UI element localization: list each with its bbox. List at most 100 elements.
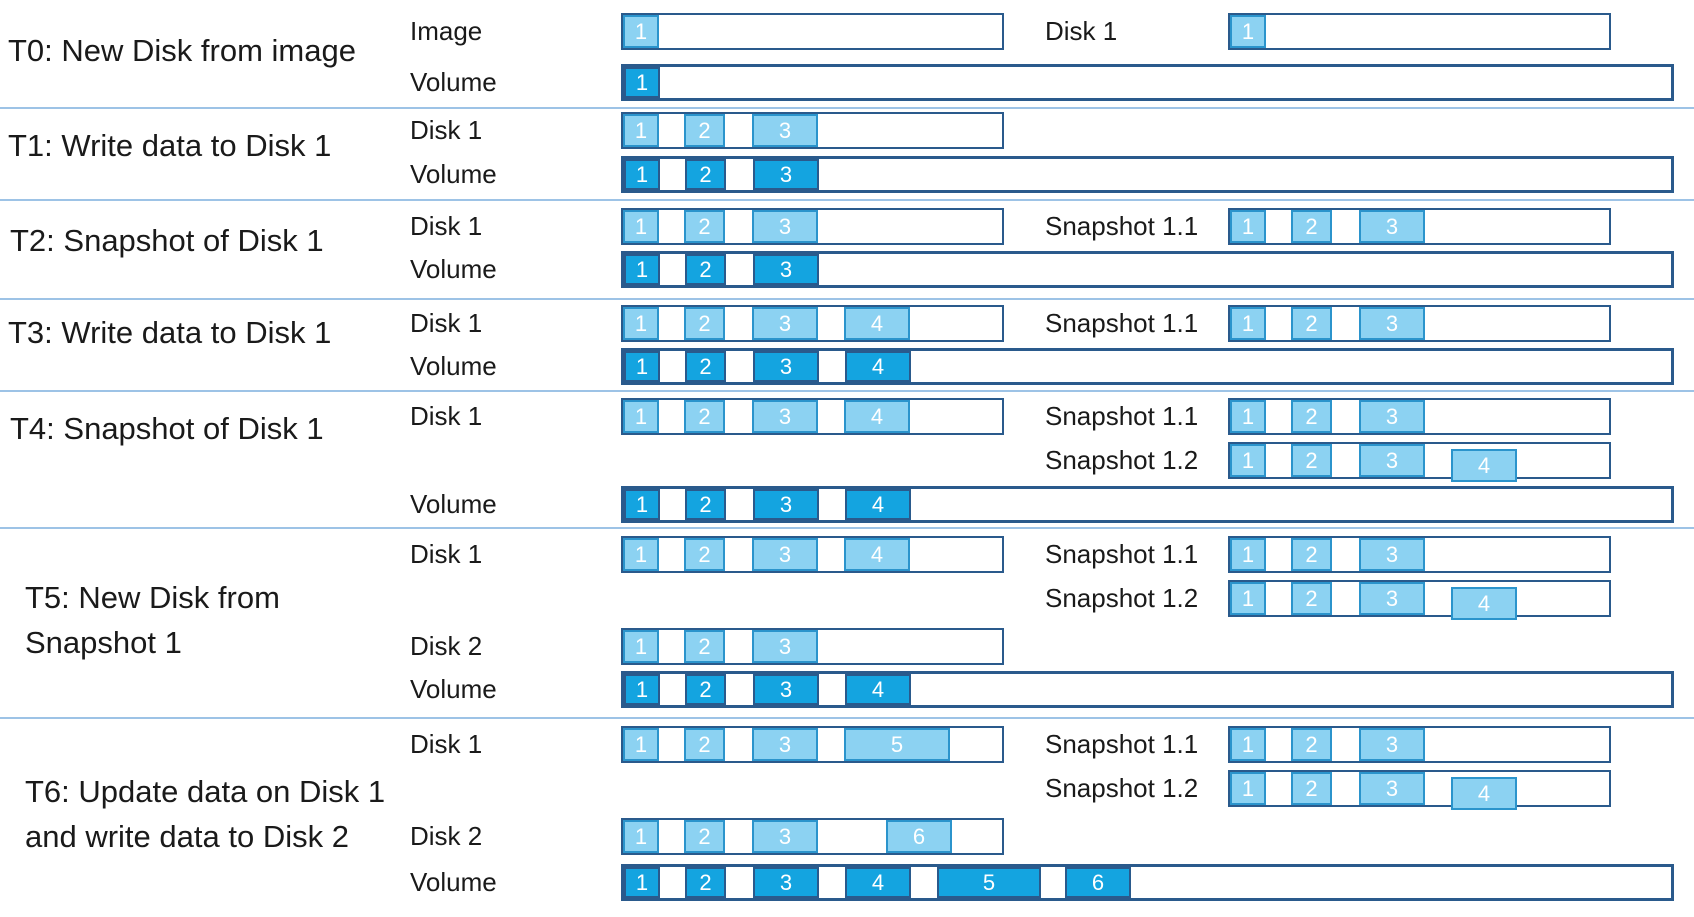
data-block-1: 1: [1230, 400, 1266, 433]
data-block-2: 2: [1291, 307, 1332, 340]
data-block-4: 4: [845, 351, 911, 382]
data-block-1: 1: [624, 489, 660, 520]
row-separator: [0, 107, 1694, 109]
data-block-1: 1: [623, 210, 659, 243]
data-block-2: 2: [684, 307, 725, 340]
data-block-3: 3: [752, 728, 818, 761]
data-block-2: 2: [684, 630, 725, 663]
row-t4-title-line: T4: Snapshot of Disk 1: [10, 411, 324, 446]
snapshot-1-2-label: Snapshot 1.2: [1045, 583, 1199, 613]
row-separator: [0, 527, 1694, 529]
data-block-4: 4: [845, 674, 911, 705]
volume-label: Volume: [410, 159, 497, 189]
snapshot-1-1-label: Snapshot 1.1: [1045, 729, 1199, 759]
data-block-1: 1: [623, 630, 659, 663]
data-block-6: 6: [886, 820, 952, 853]
snapshot-1-1-label: Snapshot 1.1: [1045, 539, 1199, 569]
data-block-3: 3: [752, 538, 818, 571]
data-block-2: 2: [684, 728, 725, 761]
data-block-3: 3: [752, 820, 818, 853]
data-block-1: 1: [623, 820, 659, 853]
data-block-3: 3: [753, 351, 819, 382]
data-block-3: 3: [753, 867, 819, 898]
row-t2-title: T2: Snapshot of Disk 1: [10, 218, 324, 263]
data-block-3: 3: [1359, 538, 1425, 571]
volume-label: Volume: [410, 351, 497, 381]
volume-label: Volume: [410, 867, 497, 897]
disk-1-label: Disk 1: [410, 729, 483, 759]
row-t3-title: T3: Write data to Disk 1: [8, 310, 331, 355]
data-block-1: 1: [623, 400, 659, 433]
data-block-4: 4: [845, 489, 911, 520]
disk-1-label: Disk 1: [410, 401, 483, 431]
data-block-2: 2: [1291, 444, 1332, 477]
row-t1-title-line: T1: Write data to Disk 1: [8, 128, 332, 163]
row-t6-title-line: and write data to Disk 2: [25, 819, 349, 854]
data-block-2: 2: [1291, 582, 1332, 615]
data-block-2: 2: [685, 351, 726, 382]
disk-1-label: Disk 1: [410, 539, 483, 569]
row-t2-title-line: T2: Snapshot of Disk 1: [10, 223, 324, 258]
disk-1-label: Disk 1: [410, 211, 483, 241]
row-separator: [0, 199, 1694, 201]
data-block-1: 1: [1230, 772, 1266, 805]
data-block-3: 3: [752, 630, 818, 663]
data-block-2: 2: [1291, 210, 1332, 243]
row-t6-title-line: T6: Update data on Disk 1: [25, 774, 386, 809]
row-t4-title: T4: Snapshot of Disk 1: [10, 406, 324, 451]
disk-1-label: Disk 1: [410, 115, 483, 145]
snapshot-1-2-label: Snapshot 1.2: [1045, 445, 1199, 475]
data-block-1: 1: [1230, 210, 1266, 243]
row-t3-title-line: T3: Write data to Disk 1: [8, 315, 332, 350]
data-block-1: 1: [623, 15, 659, 48]
data-block-2: 2: [684, 538, 725, 571]
image-label: Image: [410, 16, 483, 46]
data-block-4: 4: [1451, 449, 1517, 482]
row-t6-title: T6: Update data on Disk 1 and write data …: [25, 769, 385, 859]
data-block-1: 1: [1230, 538, 1266, 571]
volume-label: Volume: [410, 489, 497, 519]
data-block-2: 2: [684, 400, 725, 433]
snapshot-1-2-label: Snapshot 1.2: [1045, 773, 1199, 803]
data-block-1: 1: [624, 67, 660, 98]
data-block-2: 2: [685, 254, 726, 285]
data-block-3: 3: [1359, 772, 1425, 805]
image-bar: 1: [621, 13, 1004, 50]
data-block-2: 2: [685, 674, 726, 705]
data-block-1: 1: [1230, 582, 1266, 615]
snapshot-1-1-label: Snapshot 1.1: [1045, 211, 1199, 241]
data-block-3: 3: [753, 674, 819, 705]
data-block-3: 3: [1359, 400, 1425, 433]
row-separator: [0, 298, 1694, 300]
data-block-1: 1: [624, 351, 660, 382]
row-t1-title: T1: Write data to Disk 1: [8, 123, 331, 168]
data-block-6: 6: [1065, 867, 1131, 898]
data-block-4: 4: [844, 400, 910, 433]
row-t0-title-line: T0: New Disk from image: [8, 33, 356, 68]
row-separator: [0, 717, 1694, 719]
data-block-2: 2: [1291, 772, 1332, 805]
row-separator: [0, 390, 1694, 392]
row-t5-title: T5: New Disk from Snapshot 1: [25, 575, 280, 665]
data-block-1: 1: [623, 538, 659, 571]
data-block-1: 1: [623, 114, 659, 147]
data-block-4: 4: [1451, 777, 1517, 810]
data-block-5: 5: [937, 867, 1041, 898]
data-block-5: 5: [844, 728, 950, 761]
data-block-4: 4: [844, 307, 910, 340]
data-block-2: 2: [684, 820, 725, 853]
data-block-2: 2: [684, 114, 725, 147]
data-block-1: 1: [624, 867, 660, 898]
disk-1-label: Disk 1: [410, 308, 483, 338]
volume-bar: 1: [621, 64, 1674, 101]
